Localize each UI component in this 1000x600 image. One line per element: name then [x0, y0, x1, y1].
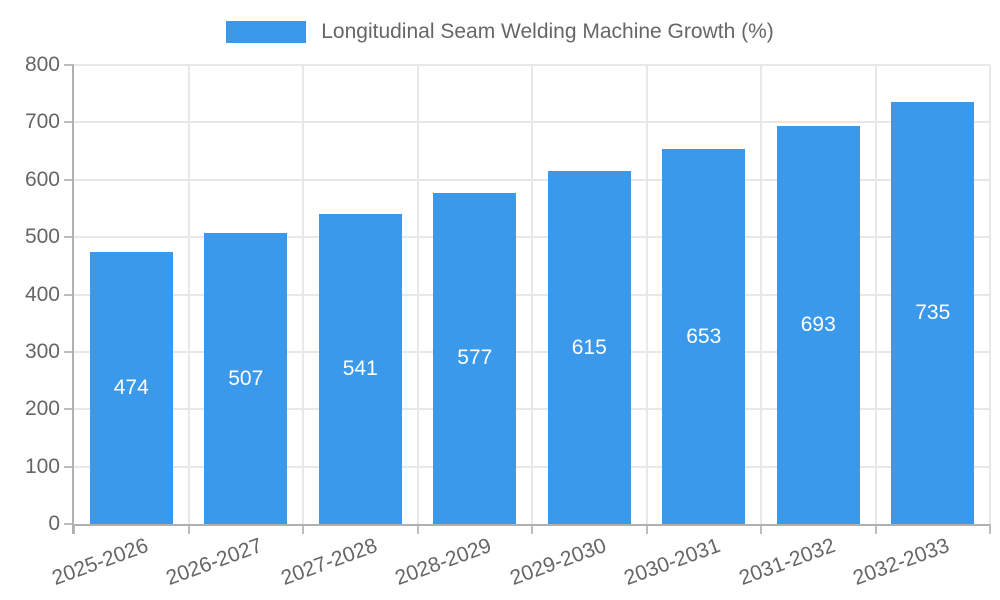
y-axis-tick [64, 350, 74, 353]
bar-value-label: 474 [113, 376, 149, 399]
y-axis-label: 500 [24, 225, 60, 249]
legend-label: Longitudinal Seam Welding Machine Growth… [321, 20, 774, 43]
x-axis-line [72, 524, 990, 526]
bar-value-label: 693 [800, 313, 836, 337]
y-axis-tick [64, 465, 74, 468]
x-axis-label: 2030-2031 [621, 534, 724, 590]
grid-line-v [989, 65, 991, 524]
x-axis-label: 2029-2030 [506, 534, 610, 590]
grid-line-v [531, 65, 533, 524]
y-axis-tick [64, 408, 74, 411]
y-axis-label: 700 [24, 110, 60, 134]
y-axis-label: 100 [24, 454, 60, 478]
x-axis-label: 2028-2029 [392, 534, 495, 590]
x-axis-label: 2031-2032 [735, 534, 839, 590]
grid-line-v [187, 65, 190, 524]
x-axis-tick [302, 524, 304, 534]
bar[interactable]: 653 [662, 149, 746, 524]
y-axis-tick [64, 178, 74, 181]
grid-line-v [416, 65, 419, 524]
x-axis-label: 2032-2033 [850, 534, 953, 590]
x-axis-tick [989, 524, 991, 534]
x-axis-tick [645, 524, 648, 534]
x-axis-label: 2026-2027 [163, 534, 266, 590]
bar-value-label: 541 [342, 356, 378, 380]
bar-value-label: 615 [571, 335, 607, 359]
y-axis-label: 200 [24, 397, 60, 421]
grid-line-v [874, 65, 877, 524]
y-axis-label: 600 [24, 167, 60, 191]
bar[interactable]: 541 [318, 213, 402, 524]
grid-line-v [645, 65, 648, 524]
y-axis-tick [64, 236, 74, 239]
x-axis-tick [531, 524, 533, 534]
x-axis-tick [760, 524, 762, 534]
x-axis-tick [874, 524, 877, 534]
bar-value-label: 577 [457, 346, 493, 370]
grid-line-v [760, 65, 762, 524]
bar[interactable]: 507 [204, 233, 288, 524]
x-axis-tick [416, 524, 419, 534]
y-axis-label: 400 [24, 282, 60, 306]
bar-value-label: 653 [686, 324, 722, 348]
bar[interactable]: 735 [891, 102, 975, 524]
bar[interactable]: 577 [433, 192, 517, 524]
bar[interactable]: 474 [89, 252, 173, 524]
y-axis-tick [64, 523, 74, 525]
y-axis-tick [64, 121, 74, 124]
y-axis-line [72, 65, 74, 534]
bar-value-label: 735 [915, 301, 951, 325]
chart-legend[interactable]: Longitudinal Seam Welding Machine Growth… [0, 20, 1000, 44]
y-axis-label: 800 [24, 53, 60, 76]
legend-swatch-icon [226, 21, 307, 43]
y-axis-tick [64, 64, 74, 66]
bar[interactable]: 615 [547, 171, 631, 524]
x-axis-label: 2025-2026 [48, 534, 152, 590]
bar-value-label: 507 [228, 366, 264, 390]
y-axis-label: 0 [48, 512, 60, 535]
bar[interactable]: 693 [776, 126, 860, 524]
y-axis-label: 300 [24, 339, 60, 363]
grid-line-v [302, 65, 304, 524]
x-axis-tick [187, 524, 190, 534]
y-axis-tick [64, 293, 74, 296]
x-axis-label: 2027-2028 [277, 534, 381, 590]
x-axis-tick [73, 524, 75, 534]
